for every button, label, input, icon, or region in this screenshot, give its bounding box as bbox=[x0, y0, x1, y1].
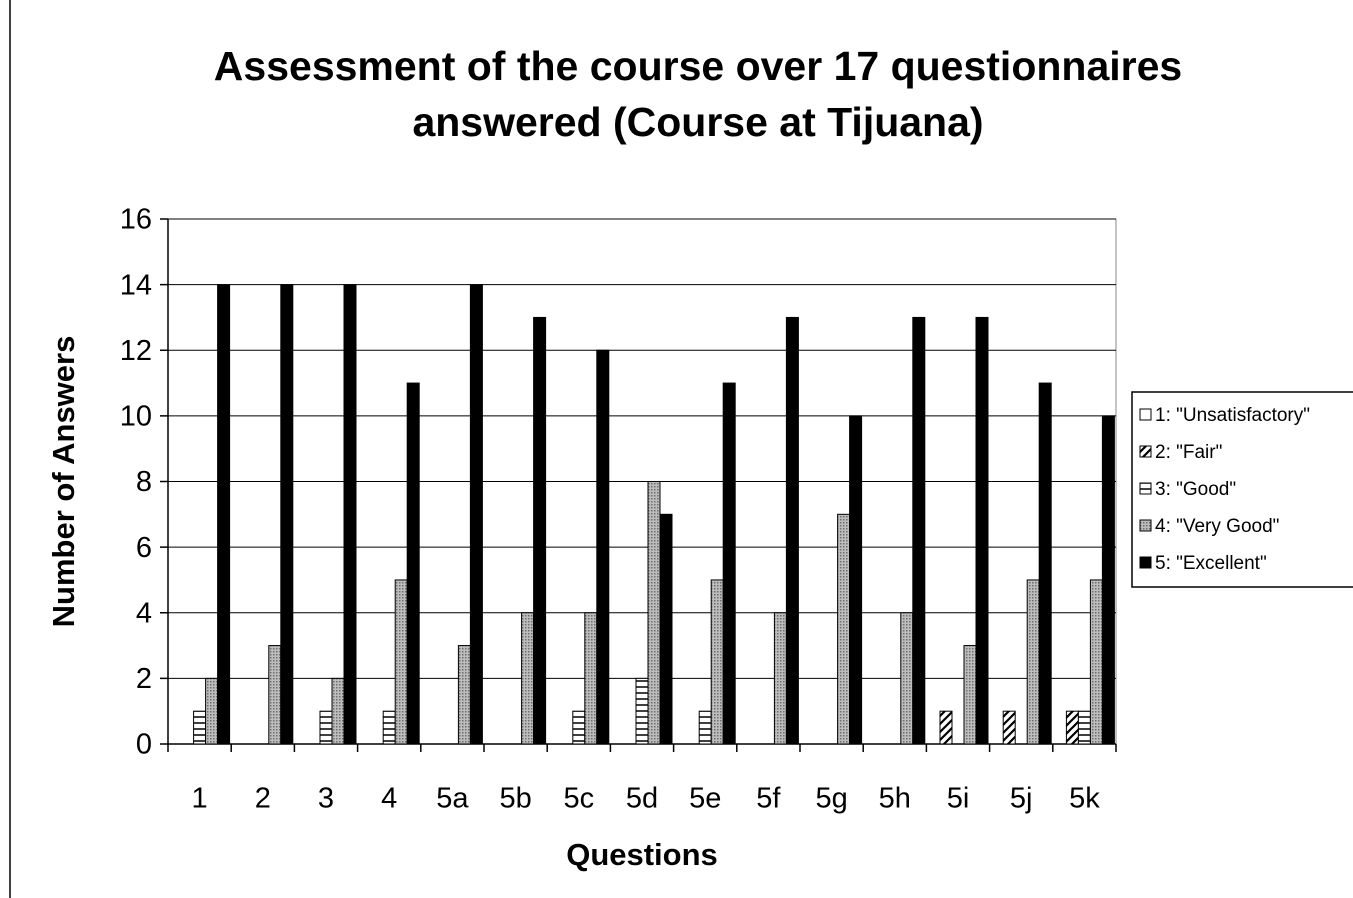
y-tick-label: 2 bbox=[136, 663, 152, 695]
bar bbox=[849, 415, 863, 745]
bar bbox=[268, 645, 282, 745]
legend-label: 3: "Good" bbox=[1155, 479, 1236, 500]
x-tick-label: 5b bbox=[499, 783, 531, 815]
bar bbox=[217, 284, 231, 745]
bar bbox=[698, 710, 712, 745]
legend-box bbox=[1131, 391, 1353, 588]
x-tick-label: 5h bbox=[879, 783, 911, 815]
bar bbox=[785, 316, 799, 745]
y-tick-label: 10 bbox=[120, 401, 152, 433]
bar bbox=[1002, 710, 1016, 745]
bar bbox=[572, 710, 586, 745]
bar bbox=[596, 349, 610, 745]
y-tick-label: 16 bbox=[120, 204, 152, 236]
bar bbox=[584, 612, 598, 745]
legend-label: 1: "Unsatisfactory" bbox=[1155, 405, 1310, 426]
bar bbox=[900, 612, 914, 745]
bar bbox=[659, 513, 673, 745]
bar bbox=[1089, 579, 1103, 745]
bar bbox=[1077, 710, 1091, 745]
bar bbox=[394, 579, 408, 745]
bar bbox=[521, 612, 535, 745]
bar bbox=[912, 316, 926, 745]
x-tick-label: 5g bbox=[815, 783, 847, 815]
legend-label: 2: "Fair" bbox=[1155, 442, 1222, 463]
x-tick-label: 3 bbox=[318, 783, 334, 815]
legend-swatch bbox=[1139, 482, 1152, 495]
bar bbox=[722, 382, 736, 745]
x-tick-label: 2 bbox=[255, 783, 271, 815]
legend-swatch bbox=[1139, 445, 1152, 458]
bar bbox=[193, 710, 207, 745]
x-tick-label: 5d bbox=[626, 783, 658, 815]
x-tick-label: 5c bbox=[563, 783, 594, 815]
bar bbox=[647, 481, 661, 745]
bar bbox=[343, 284, 357, 745]
y-axis-title: Number of Answers bbox=[46, 336, 81, 628]
legend-swatch bbox=[1139, 556, 1152, 569]
bar bbox=[963, 645, 977, 745]
bar bbox=[331, 677, 345, 745]
bar bbox=[280, 284, 294, 745]
bar bbox=[205, 677, 219, 745]
y-tick-label: 8 bbox=[136, 466, 152, 498]
bar bbox=[773, 612, 787, 745]
y-tick-label: 4 bbox=[136, 597, 152, 629]
x-tick-label: 5i bbox=[947, 783, 970, 815]
bar bbox=[975, 316, 989, 745]
bar bbox=[406, 382, 420, 745]
chart-title: Assessment of the course over 17 questio… bbox=[213, 43, 1183, 145]
x-tick-label: 5e bbox=[689, 783, 721, 815]
x-tick-label: 5a bbox=[436, 783, 469, 815]
legend-swatch bbox=[1139, 408, 1152, 421]
x-tick-label: 5j bbox=[1010, 783, 1033, 815]
legend-label: 5: "Excellent" bbox=[1155, 553, 1267, 574]
bar bbox=[1026, 579, 1040, 745]
legend-label: 4: "Very Good" bbox=[1155, 516, 1279, 537]
bar bbox=[1065, 710, 1079, 745]
bar bbox=[319, 710, 333, 745]
y-tick-label: 12 bbox=[120, 335, 152, 367]
y-tick-label: 6 bbox=[136, 532, 152, 564]
y-tick-label: 14 bbox=[120, 269, 152, 301]
bar bbox=[457, 645, 471, 745]
bar bbox=[382, 710, 396, 745]
legend-swatch bbox=[1139, 519, 1152, 532]
x-tick-label: 5f bbox=[756, 783, 781, 815]
bar bbox=[469, 284, 483, 745]
bar bbox=[1038, 382, 1052, 745]
x-tick-label: 1 bbox=[192, 783, 208, 815]
bar bbox=[1101, 415, 1115, 745]
bar bbox=[837, 513, 851, 745]
bar bbox=[939, 710, 953, 745]
x-tick-label: 5k bbox=[1069, 783, 1100, 815]
y-tick-label: 0 bbox=[136, 729, 152, 761]
bar bbox=[635, 677, 649, 745]
x-tick-label: 4 bbox=[381, 783, 397, 815]
bar bbox=[710, 579, 724, 745]
bar bbox=[533, 316, 547, 745]
x-axis-title: Questions bbox=[566, 837, 718, 872]
